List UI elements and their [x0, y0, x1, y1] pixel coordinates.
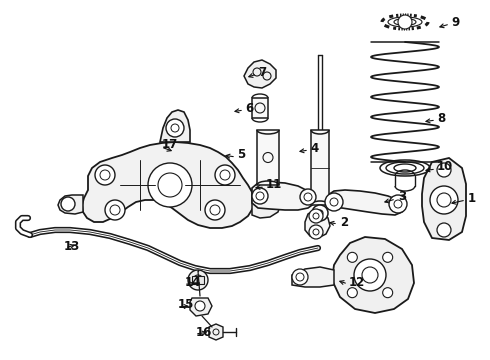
Polygon shape	[209, 324, 223, 340]
Polygon shape	[82, 142, 254, 228]
Text: 12: 12	[349, 275, 365, 288]
Text: 1: 1	[468, 192, 476, 204]
Circle shape	[292, 269, 308, 285]
Text: 4: 4	[310, 141, 318, 154]
Circle shape	[166, 119, 184, 137]
Circle shape	[148, 163, 192, 207]
Polygon shape	[252, 193, 280, 218]
Circle shape	[215, 165, 235, 185]
Circle shape	[300, 189, 316, 205]
Polygon shape	[422, 158, 466, 240]
Text: 8: 8	[437, 112, 445, 125]
Circle shape	[437, 163, 451, 177]
Text: 5: 5	[237, 148, 245, 162]
Text: 6: 6	[245, 102, 253, 114]
Text: 11: 11	[266, 179, 282, 192]
Circle shape	[61, 197, 75, 211]
Text: 2: 2	[340, 216, 348, 229]
Circle shape	[309, 209, 323, 223]
Circle shape	[105, 200, 125, 220]
Polygon shape	[252, 98, 268, 118]
Circle shape	[398, 15, 412, 29]
Circle shape	[389, 195, 407, 213]
Circle shape	[309, 225, 323, 239]
Circle shape	[383, 288, 392, 298]
Polygon shape	[58, 195, 83, 214]
Text: 17: 17	[162, 139, 178, 152]
Circle shape	[354, 259, 386, 291]
Circle shape	[252, 188, 268, 204]
Text: 14: 14	[185, 275, 201, 288]
Circle shape	[312, 205, 328, 221]
Circle shape	[325, 193, 343, 211]
Text: 15: 15	[178, 298, 195, 311]
Text: 16: 16	[196, 325, 212, 338]
Polygon shape	[311, 130, 329, 205]
Circle shape	[195, 301, 205, 311]
Circle shape	[95, 165, 115, 185]
Circle shape	[430, 186, 458, 214]
Polygon shape	[325, 190, 404, 215]
Polygon shape	[160, 110, 190, 142]
Circle shape	[205, 200, 225, 220]
Text: 7: 7	[258, 66, 266, 78]
Text: 10: 10	[437, 161, 453, 174]
Circle shape	[347, 288, 357, 298]
Text: 3: 3	[398, 190, 406, 203]
Polygon shape	[190, 298, 212, 316]
Polygon shape	[305, 210, 330, 238]
Polygon shape	[252, 182, 315, 210]
Circle shape	[347, 252, 357, 262]
Text: 13: 13	[64, 239, 80, 252]
Polygon shape	[244, 60, 276, 88]
Circle shape	[437, 223, 451, 237]
Polygon shape	[292, 267, 334, 287]
Text: 9: 9	[451, 15, 459, 28]
Polygon shape	[257, 130, 279, 185]
Polygon shape	[332, 237, 414, 313]
Polygon shape	[192, 276, 204, 284]
Circle shape	[188, 270, 208, 290]
Circle shape	[383, 252, 392, 262]
